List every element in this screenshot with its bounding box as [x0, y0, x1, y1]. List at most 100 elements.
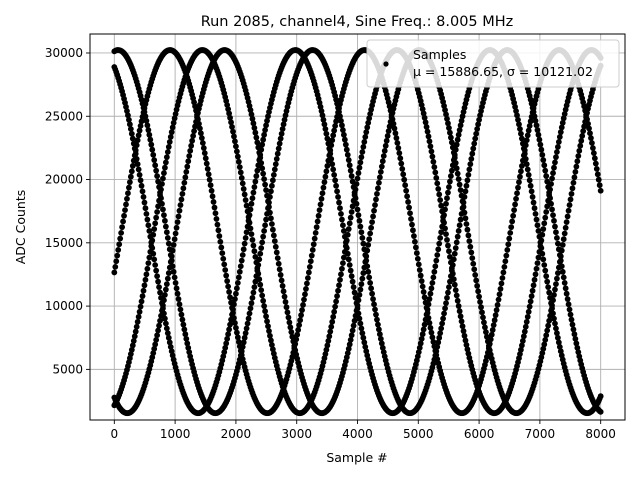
data-point	[161, 297, 167, 304]
data-point	[497, 286, 504, 292]
data-point	[233, 324, 239, 331]
y-axis: 5000 10000 15000 20000 25000 30000	[45, 46, 90, 376]
data-point	[469, 255, 476, 262]
data-point	[321, 121, 328, 128]
data-point	[137, 177, 144, 184]
data-point	[181, 179, 188, 186]
data-point	[355, 170, 362, 176]
data-point	[524, 313, 531, 320]
data-point	[370, 213, 376, 220]
data-point	[482, 324, 488, 331]
data-point	[129, 342, 136, 349]
data-point	[165, 144, 172, 150]
data-point	[434, 252, 441, 258]
data-point	[535, 228, 542, 234]
data-point	[374, 316, 380, 323]
data-point	[172, 230, 179, 237]
x-tick-label: 8000	[585, 427, 616, 441]
data-point	[332, 303, 339, 310]
data-point	[218, 244, 225, 251]
data-point	[371, 301, 377, 308]
data-point	[273, 155, 280, 162]
data-point	[334, 293, 340, 299]
data-point	[208, 187, 215, 194]
data-point	[302, 291, 308, 298]
data-point	[425, 315, 432, 321]
data-point	[279, 283, 286, 289]
data-point	[473, 130, 480, 137]
data-point	[258, 160, 265, 166]
data-point	[152, 220, 159, 227]
data-point	[211, 204, 218, 211]
data-point	[142, 205, 149, 212]
data-point	[234, 279, 241, 286]
data-point	[591, 155, 598, 162]
data-point	[124, 108, 130, 114]
data-point	[437, 197, 444, 203]
data-point	[212, 210, 219, 217]
data-point	[146, 228, 153, 234]
data-point	[170, 268, 177, 275]
data-point	[504, 247, 511, 253]
data-point	[150, 231, 157, 238]
data-point	[126, 121, 133, 128]
data-point	[238, 174, 245, 181]
data-point	[528, 188, 535, 195]
data-point	[259, 239, 266, 246]
data-point	[488, 331, 495, 338]
data-point	[541, 341, 548, 348]
data-point	[330, 313, 337, 320]
data-point	[358, 281, 365, 287]
data-point	[304, 280, 310, 287]
data-point	[460, 204, 467, 210]
data-point	[527, 118, 534, 125]
data-point	[549, 302, 555, 309]
data-point	[452, 287, 459, 294]
data-point	[433, 174, 440, 181]
x-axis-label: Sample #	[326, 450, 387, 465]
data-point	[360, 144, 367, 150]
data-point	[329, 161, 336, 168]
data-point	[222, 344, 229, 351]
data-point	[303, 286, 309, 292]
data-point	[319, 190, 326, 197]
data-point	[417, 272, 424, 279]
data-point	[569, 321, 576, 328]
data-point	[454, 297, 461, 304]
data-point	[244, 320, 251, 327]
data-point	[470, 145, 477, 152]
data-point	[277, 272, 284, 278]
data-point	[308, 252, 315, 259]
data-point	[112, 263, 119, 270]
data-point	[518, 135, 525, 142]
data-point	[244, 208, 251, 215]
data-point	[382, 142, 389, 149]
data-point	[347, 267, 354, 274]
data-point	[372, 202, 378, 208]
data-point	[446, 125, 452, 131]
data-point	[313, 224, 320, 231]
data-point	[561, 230, 568, 237]
data-point	[520, 333, 527, 340]
data-point	[462, 215, 469, 222]
data-point	[360, 270, 367, 276]
data-point	[179, 316, 186, 323]
data-point	[140, 194, 147, 200]
data-point	[446, 284, 452, 291]
data-point	[373, 196, 379, 203]
data-point	[222, 267, 229, 273]
data-point	[126, 179, 133, 186]
data-point	[320, 184, 327, 191]
data-point	[447, 129, 453, 136]
data-point	[366, 274, 373, 281]
data-point	[151, 157, 158, 163]
data-point	[558, 247, 565, 254]
data-point	[334, 113, 340, 120]
data-point	[340, 127, 346, 133]
data-point	[548, 307, 554, 314]
data-point	[539, 231, 546, 238]
data-point	[333, 118, 339, 125]
data-point	[571, 174, 578, 181]
data-point	[285, 314, 292, 321]
data-point	[467, 161, 474, 168]
